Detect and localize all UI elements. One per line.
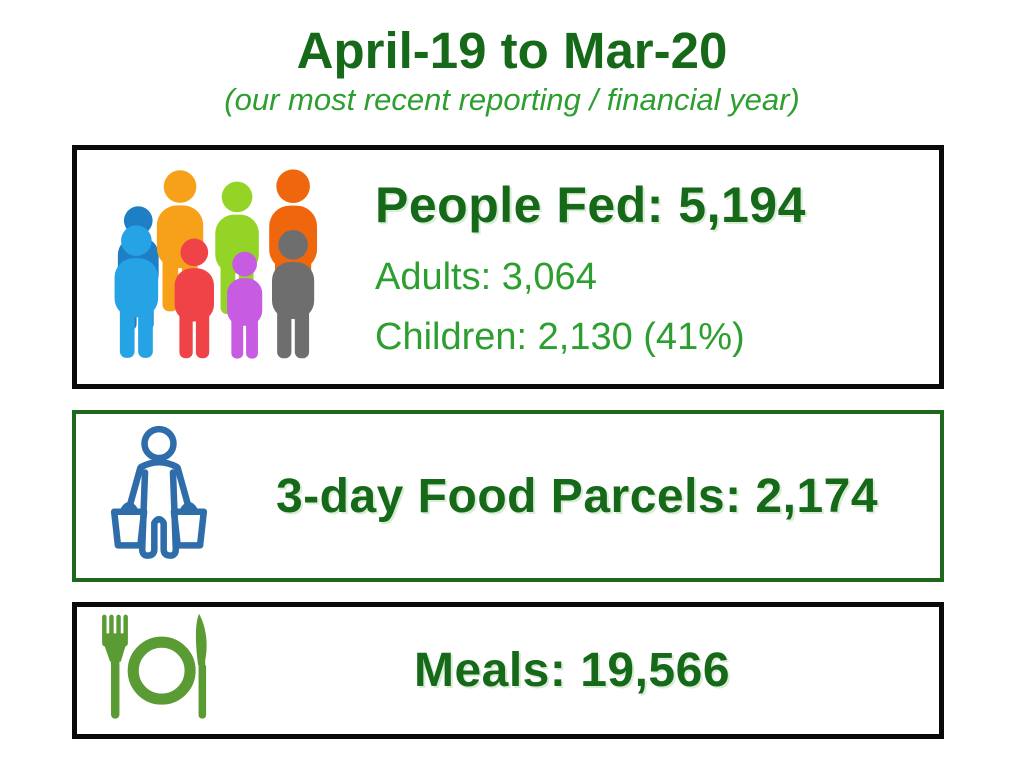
fork-plate-knife-icon bbox=[95, 609, 215, 732]
shopper-with-bags-icon bbox=[98, 424, 220, 569]
page-title: April-19 to Mar-20 bbox=[296, 22, 728, 79]
people-fed-heading: People Fed: 5,194 bbox=[375, 177, 806, 233]
adults-stat: Adults: 3,064 bbox=[375, 256, 597, 298]
children-stat: Children: 2,130 (41%) bbox=[375, 316, 745, 358]
people-group-icon bbox=[105, 165, 333, 370]
card-people-fed: People Fed: 5,194 Adults: 3,064 Children… bbox=[72, 145, 944, 389]
meals-heading: Meals: 19,566 bbox=[413, 644, 731, 697]
card-meals: Meals: 19,566 bbox=[72, 602, 944, 739]
food-parcels-heading: 3-day Food Parcels: 2,174 bbox=[275, 469, 879, 523]
people-fed-text-block: People Fed: 5,194 Adults: 3,064 Children… bbox=[375, 178, 806, 356]
card-food-parcels: 3-day Food Parcels: 2,174 bbox=[72, 410, 944, 582]
page-subtitle: (our most recent reporting / financial y… bbox=[224, 82, 800, 117]
